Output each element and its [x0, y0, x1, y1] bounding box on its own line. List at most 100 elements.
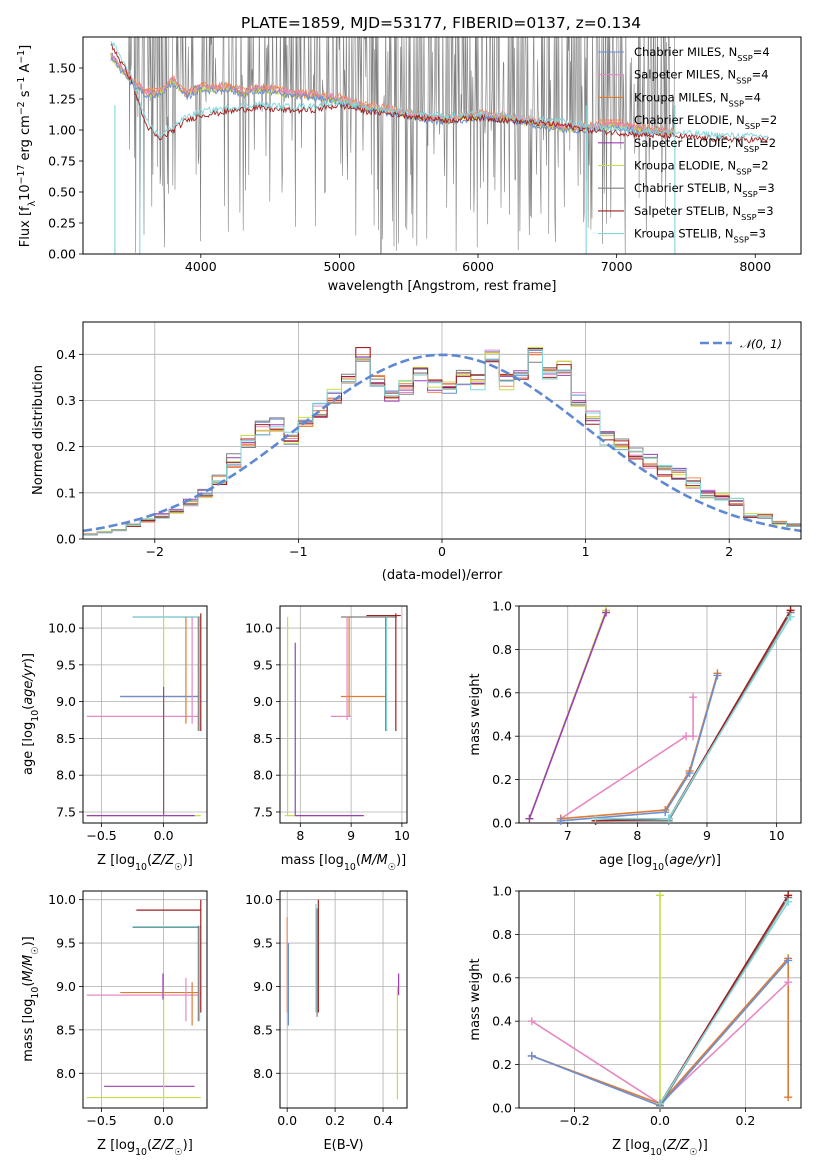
tick-label-x: −0.5: [86, 828, 116, 843]
tick-label-y: 10.0: [245, 892, 273, 907]
weight-line: [528, 612, 607, 819]
chart-massweight-vs-age: 7 8 9 10 0.0 0.2 0.4 0.6 0.8 1.0 age [log10(age/yr…: [468, 599, 802, 873]
weight-marker: [656, 891, 664, 900]
x-axis-label: age [log10(age/yr)]: [599, 853, 721, 873]
tick-label-x: 7000: [601, 259, 633, 274]
tick-label-y: 0.4: [492, 1014, 512, 1029]
y-axis-label: mass [log10(M/M☉)]: [21, 936, 41, 1062]
legend-label: Salpeter MILES, NSSP=4: [634, 68, 769, 86]
axes-frame: [279, 605, 408, 824]
y-axis-label: age [log10(age/yr)]: [21, 653, 41, 775]
tick-label-x: 0.0: [650, 1113, 670, 1128]
tick-label-x: 0.0: [277, 1113, 297, 1128]
tick-label-x: 0.2: [736, 1113, 756, 1128]
tick-label-x: 8: [633, 828, 641, 843]
plot-area: [83, 346, 801, 536]
x-axis-label: (data-model)/error: [382, 568, 503, 583]
tick-label-x: 0.0: [154, 1113, 174, 1128]
tick-label-y: 0.25: [48, 216, 76, 231]
tick-label-x: 8000: [739, 259, 771, 274]
weight-marker: [689, 732, 698, 741]
tick-label-x: 9: [703, 828, 711, 843]
weight-line: [659, 901, 789, 1105]
tick-label-x: 0: [438, 544, 446, 559]
tick-label-x: 10: [394, 828, 410, 843]
weight-marker: [556, 816, 565, 825]
tick-label-y: 9.5: [253, 936, 273, 951]
tick-label-x: −1: [289, 544, 307, 559]
legend-label: Salpeter ELODIE, NSSP=2: [634, 136, 776, 154]
y-axis-label: mass weight: [468, 958, 483, 1040]
tick-label-y: 1.25: [48, 92, 76, 107]
legend-label: Chabrier MILES, NSSP=4: [634, 45, 770, 63]
weight-marker: [602, 608, 611, 617]
tick-label-y: 9.0: [253, 979, 273, 994]
weight-marker: [713, 671, 722, 680]
tick-label-y: 0.8: [492, 927, 512, 942]
tick-label-y: 9.5: [56, 936, 76, 951]
tick-label-y: 1.50: [48, 61, 76, 76]
tick-label-y: 1.0: [492, 599, 512, 614]
model-line: [110, 40, 769, 140]
tick-label-y: 9.5: [253, 657, 273, 672]
legend-label: Chabrier ELODIE, NSSP=2: [634, 113, 777, 131]
figure-title: PLATE=1859, MJD=53177, FIBERID=0137, z=0…: [241, 14, 641, 32]
tick-label-x: 10: [769, 828, 785, 843]
weight-marker: [527, 1017, 536, 1026]
tick-label-y: 0.00: [48, 247, 76, 262]
tick-label-x: −0.2: [559, 1113, 589, 1128]
tick-label-y: 10.0: [48, 621, 76, 636]
tick-label-x: 7: [564, 828, 572, 843]
chart-age-vs-mass: 8 9 10 7.5 8.0 8.5 9.0 9.5 10.0 mass [log10(M/M☉)…: [245, 605, 410, 873]
tick-label-x: 0.4: [373, 1113, 393, 1128]
tick-label-y: 10.0: [48, 892, 76, 907]
model-line: [110, 53, 675, 137]
tick-label-x: 8: [296, 828, 304, 843]
weight-marker: [661, 808, 670, 817]
model-line: [110, 52, 675, 134]
axes-frame: [82, 36, 802, 255]
axes-frame: [82, 890, 208, 1109]
plot-area: [286, 899, 400, 1100]
axes-frame: [279, 890, 408, 1109]
tick-label-x: −0.5: [86, 1113, 116, 1128]
x-axis-label: Z [log10(Z/Z☉)]: [97, 853, 193, 873]
weight-marker: [685, 769, 694, 778]
weight-marker: [656, 1099, 664, 1108]
tick-label-y: 7.5: [56, 804, 76, 819]
tick-label-x: 0.0: [154, 828, 174, 843]
legend-label: Kroupa ELODIE, NSSP=2: [634, 159, 769, 177]
tick-label-y: 8.0: [253, 768, 273, 783]
tick-label-y: 8.5: [253, 731, 273, 746]
x-axis-label: mass [log10(M/M☉)]: [281, 853, 407, 873]
weight-marker: [525, 814, 534, 823]
weight-marker: [591, 814, 600, 823]
tick-label-y: 10.0: [245, 621, 273, 636]
tick-label-x: 5000: [324, 259, 356, 274]
tick-label-y: 0.0: [492, 1101, 512, 1116]
histogram-series: [83, 349, 801, 536]
plot-area: [86, 899, 202, 1099]
tick-label-y: 0.8: [492, 642, 512, 657]
tick-label-y: 7.5: [253, 804, 273, 819]
model-line: [110, 55, 675, 136]
tick-label-y: 0.2: [492, 1057, 512, 1072]
legend: Chabrier MILES, NSSP=4 Salpeter MILES, NS…: [598, 45, 777, 245]
tick-label-x: 6000: [462, 259, 494, 274]
tick-label-y: 8.5: [253, 1022, 273, 1037]
tick-label-y: 1.00: [48, 123, 76, 138]
weight-marker: [786, 612, 795, 621]
weight-marker: [784, 1093, 793, 1102]
tick-label-x: 2: [725, 544, 733, 559]
model-line: [110, 55, 675, 139]
tick-label-y: 0.3: [56, 393, 76, 408]
plot-area: [86, 613, 202, 817]
x-axis-label: Z [log10(Z/Z☉)]: [97, 1138, 193, 1158]
chart-mass-vs-Z: −0.5 0.0 8.0 8.5 9.0 9.5 10.0 Z [log10(Z/Z☉)] ma…: [21, 890, 208, 1158]
tick-label-x: 9: [347, 828, 355, 843]
chart-residuals: −2 −1 0 1 2 0.0 0.1 0.2 0.3 0.4 𝒩(0, 1) (data-model…: [31, 321, 802, 583]
weight-marker: [527, 1051, 536, 1060]
y-axis-label: mass weight: [468, 673, 483, 755]
x-axis-label: E(B-V): [323, 1138, 363, 1153]
